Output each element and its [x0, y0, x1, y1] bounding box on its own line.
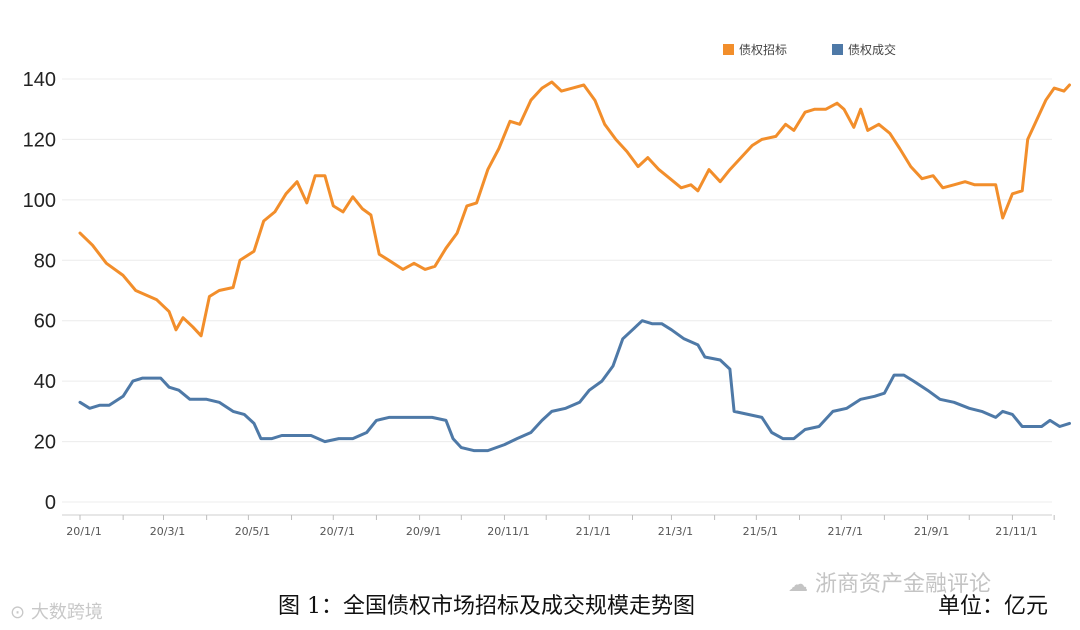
x-tick-label: 21/1/1: [576, 525, 611, 538]
y-axis: 0 20 40 60 80 100 120 140: [23, 69, 56, 514]
y-tick-label: 60: [34, 311, 56, 333]
figure-caption: 图 1：全国债权市场招标及成交规模走势图: [278, 594, 695, 619]
x-tick-label: 20/11/1: [487, 525, 529, 538]
legend: 债权招标 债权成交: [723, 42, 896, 57]
logo-icon: ⊙: [10, 602, 26, 623]
x-tick-label: 20/3/1: [150, 525, 185, 538]
legend-swatch-1: [832, 44, 843, 55]
watermark-left-text: 大数跨境: [30, 602, 103, 623]
x-tick-label: 20/5/1: [235, 525, 270, 538]
gridlines: [62, 78, 1052, 503]
series-line-1: [78, 319, 1071, 453]
watermark-right: ☁ 浙商资产金融评论: [788, 566, 991, 598]
legend-label-1: 债权成交: [848, 42, 896, 57]
x-tick-label: 20/1/1: [66, 525, 101, 538]
y-tick-label: 120: [23, 129, 56, 151]
legend-label-0: 债权招标: [739, 43, 787, 57]
x-tick-label: 21/11/1: [995, 525, 1037, 538]
y-tick-label: 100: [23, 190, 56, 212]
x-tick-label: 20/7/1: [320, 525, 355, 538]
x-tick-label: 21/3/1: [658, 525, 693, 538]
x-tick-label: 20/9/1: [406, 525, 441, 538]
unit-label: 单位：亿元: [938, 594, 1049, 619]
x-tick-label: 21/5/1: [743, 525, 778, 538]
series-lines: [78, 80, 1071, 453]
x-tick-label: 21/7/1: [828, 525, 863, 538]
legend-swatch-0: [723, 44, 734, 55]
x-tick-label: 21/9/1: [914, 525, 949, 538]
watermark-left: ⊙ 大数跨境: [10, 598, 103, 624]
series-line-0: [78, 80, 1071, 338]
y-tick-label: 20: [34, 432, 56, 454]
y-tick-label: 40: [34, 371, 56, 393]
watermark-right-text: 浙商资产金融评论: [815, 572, 992, 597]
y-tick-label: 0: [45, 492, 56, 514]
y-tick-label: 140: [23, 69, 56, 91]
x-axis: 20/1/1 20/3/1 20/5/1 20/7/1 20/9/1 20/11/1 21/…: [62, 514, 1055, 538]
wechat-icon: ☁: [788, 572, 808, 596]
y-tick-label: 80: [34, 250, 56, 272]
